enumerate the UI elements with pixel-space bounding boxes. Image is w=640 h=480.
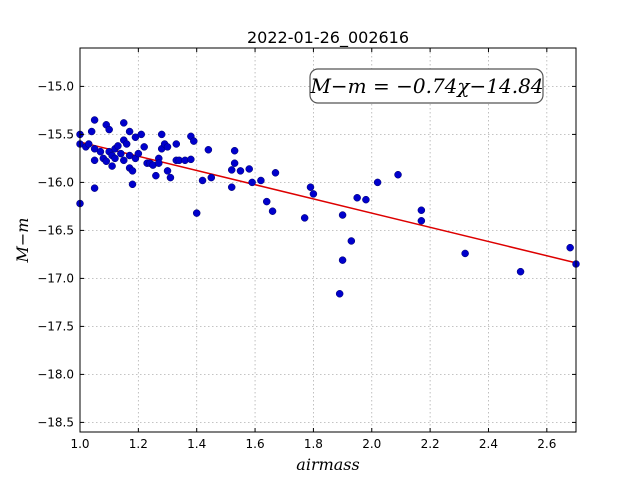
data-point [394,170,402,179]
data-point [227,166,236,174]
data-point [140,143,148,151]
fit-annotation-text: M−m = −0.74χ−14.84 [309,74,543,98]
chart-title: 2022-01-26_002616 [247,28,409,48]
data-point [120,119,128,127]
y-tick-label: −15.0 [37,79,74,93]
data-point [111,154,119,163]
fit-line-group [79,141,577,264]
data-point [230,146,239,155]
data-point [192,209,201,217]
data-point [417,217,426,225]
data-point [461,249,469,258]
data-point [157,130,166,139]
data-point [362,195,370,204]
data-point [122,140,131,148]
data-point [96,147,105,156]
y-tick-label: −16.5 [37,223,74,237]
fit-line [79,141,577,264]
data-point [353,194,361,202]
x-tick-label: 2.4 [479,437,498,451]
data-point [262,197,271,206]
data-point [417,206,426,214]
data-point [236,167,245,175]
data-point [204,146,213,154]
data-point [198,176,207,185]
data-point [268,207,277,215]
x-tick-label: 1.4 [187,437,206,451]
data-point [120,156,128,165]
data-point [128,167,137,175]
data-point [114,142,122,150]
data-point [335,290,344,298]
data-point [516,267,525,276]
data-point [155,159,163,167]
data-point [306,183,315,191]
x-tick-label: 2.2 [421,437,440,451]
data-point [128,180,137,189]
x-tick-label: 2.6 [537,437,556,451]
data-point [125,127,134,136]
data-point [87,127,96,136]
data-point [373,178,382,187]
x-axis-label: airmass [296,455,359,474]
data-point [102,157,111,166]
y-axis-label: M−m [13,218,32,264]
y-tick-label: −17.0 [37,271,74,285]
data-point [245,165,253,173]
plot-frame [79,47,577,433]
data-point [207,173,216,182]
y-tick-label: −17.5 [37,319,74,333]
data-point [248,178,256,187]
data-point [300,214,309,222]
data-point [338,256,347,264]
data-point [309,190,318,198]
data-point [117,149,125,158]
x-tick-label: 1.0 [70,437,89,451]
data-point [108,162,116,170]
y-tick-label: −15.5 [37,127,74,141]
data-point [190,137,198,145]
y-tick-label: −16.0 [37,175,74,189]
x-tick-label: 2.0 [362,437,381,451]
data-point [257,176,265,185]
data-point [134,149,143,158]
data-point [90,184,99,192]
data-point [166,173,175,182]
data-point [163,167,172,175]
data-point [271,169,280,177]
data-point [172,140,181,148]
data-point [152,171,160,180]
axis-ticks: 1.0 1.2 1.4 1.6 1.8 2.0 2.2 2.4 2.6 −15.0 −15.5 −16… [37,48,576,451]
data-point [347,237,356,245]
data-point [90,156,99,165]
y-tick-label: −18.5 [37,415,74,429]
x-tick-label: 1.2 [129,437,148,451]
x-tick-label: 1.8 [304,437,323,451]
data-point [187,155,195,164]
data-point [90,116,99,124]
data-point [338,211,347,219]
data-point [105,125,113,134]
y-tick-label: −18.0 [37,367,74,381]
data-points [76,116,580,298]
data-point [137,130,146,139]
data-point [85,140,93,148]
data-point [566,243,574,252]
data-point [227,183,236,191]
fit-annotation: M−m = −0.74χ−14.84 [309,68,544,104]
data-point [163,143,172,151]
data-point [230,159,239,167]
fit-annotation-box [309,68,544,104]
x-tick-label: 1.6 [246,437,265,451]
